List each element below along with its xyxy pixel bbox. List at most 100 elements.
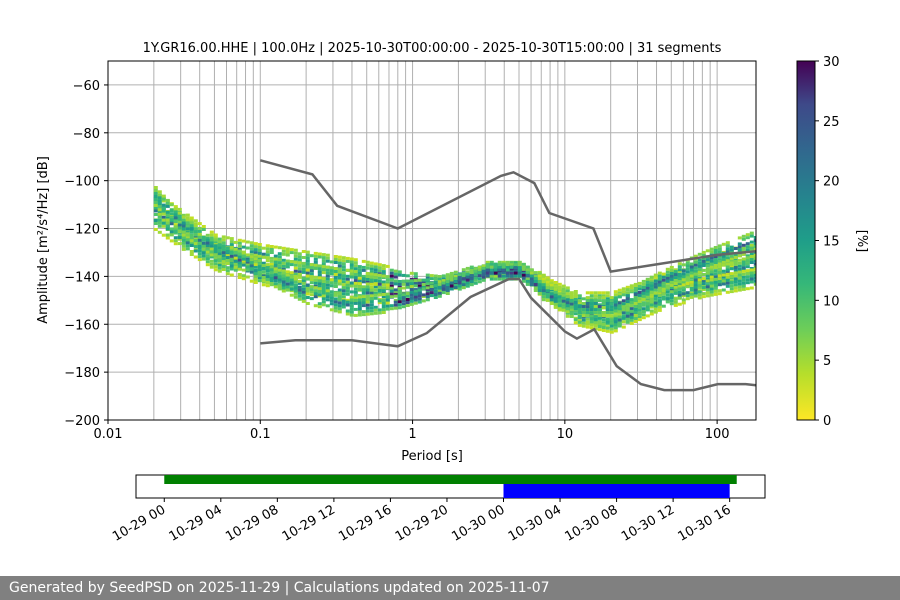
density-cell [289, 275, 294, 279]
density-cell [421, 283, 426, 286]
density-cell [685, 291, 690, 295]
density-cell [633, 311, 638, 314]
density-cell [177, 237, 182, 241]
density-cell [273, 263, 278, 267]
density-cell [665, 279, 670, 283]
density-cell [597, 314, 602, 318]
density-cell [229, 254, 234, 258]
density-cell [293, 260, 298, 264]
density-cell [733, 286, 738, 290]
density-cell [441, 284, 446, 288]
density-cell [289, 271, 294, 275]
density-cell [637, 296, 642, 300]
density-cell [493, 271, 498, 275]
density-cell [625, 320, 630, 324]
density-cell [481, 266, 486, 270]
density-cell [373, 305, 378, 309]
density-cell [753, 262, 756, 266]
density-cell [349, 263, 354, 267]
density-cell [465, 281, 470, 285]
density-cell [157, 208, 162, 212]
density-cell [357, 277, 362, 281]
psd-density [153, 186, 756, 334]
density-cell [665, 293, 670, 297]
density-cell [685, 294, 690, 298]
density-cell [161, 215, 166, 219]
density-cell [433, 280, 438, 284]
density-cell [721, 273, 726, 277]
density-cell [393, 306, 398, 310]
density-cell [313, 257, 318, 261]
density-cell [657, 308, 662, 312]
density-cell [273, 270, 278, 274]
density-cell [541, 292, 546, 296]
density-cell [589, 294, 594, 298]
density-cell [293, 263, 298, 267]
density-cell [613, 317, 618, 321]
density-cell [433, 274, 438, 278]
density-cell [433, 296, 438, 299]
density-cell [305, 302, 310, 305]
density-cell [693, 281, 698, 285]
density-cell [585, 296, 590, 300]
density-cell [301, 290, 306, 294]
density-cell [593, 308, 598, 312]
density-cell [605, 311, 610, 315]
density-cell [621, 293, 626, 297]
density-cell [389, 274, 394, 278]
density-cell [397, 283, 402, 286]
density-cell [585, 302, 590, 306]
density-cell [669, 277, 674, 281]
density-cell [361, 313, 366, 317]
timeline-tick-label: 10-30 12 [619, 502, 677, 544]
density-cell [185, 224, 190, 228]
density-cell [737, 279, 742, 283]
density-cell [337, 292, 342, 296]
density-cell [397, 273, 402, 277]
density-cell [257, 252, 262, 255]
density-cell [621, 305, 626, 309]
density-cell [365, 306, 370, 310]
density-cell [289, 281, 294, 285]
density-cell [365, 300, 370, 304]
density-cell [153, 195, 158, 198]
density-cell [737, 270, 742, 274]
density-cell [357, 268, 362, 272]
density-cell [165, 216, 170, 219]
density-cell [397, 292, 402, 295]
density-cell [241, 274, 246, 278]
density-cell [369, 312, 374, 316]
density-cell [277, 272, 282, 276]
density-cell [717, 274, 722, 278]
density-cell [681, 263, 686, 267]
density-cell [605, 329, 610, 333]
density-cell [637, 284, 642, 288]
density-cell [629, 312, 634, 316]
density-cell [325, 271, 330, 275]
density-cell [473, 267, 478, 271]
density-cell [377, 286, 382, 290]
density-cell [361, 259, 366, 263]
density-cell [441, 281, 446, 285]
density-cell [713, 264, 718, 267]
density-cell [157, 196, 162, 200]
density-cell [281, 280, 286, 284]
density-cell [265, 247, 270, 251]
timeline-tick-label: 10-30 08 [562, 502, 620, 544]
density-cell [637, 312, 642, 316]
density-cell [613, 297, 618, 301]
density-cell [369, 282, 374, 286]
density-cell [185, 227, 190, 231]
density-cell [641, 285, 646, 289]
density-cell [653, 273, 658, 277]
density-cell [597, 291, 602, 295]
density-cell [501, 263, 506, 267]
density-cell [509, 274, 514, 278]
density-cell [541, 275, 546, 279]
density-cell [585, 291, 590, 295]
density-cell [193, 222, 198, 226]
density-cell [277, 268, 282, 272]
density-cell [341, 262, 346, 266]
density-cell [197, 255, 202, 259]
density-cell [725, 284, 730, 288]
